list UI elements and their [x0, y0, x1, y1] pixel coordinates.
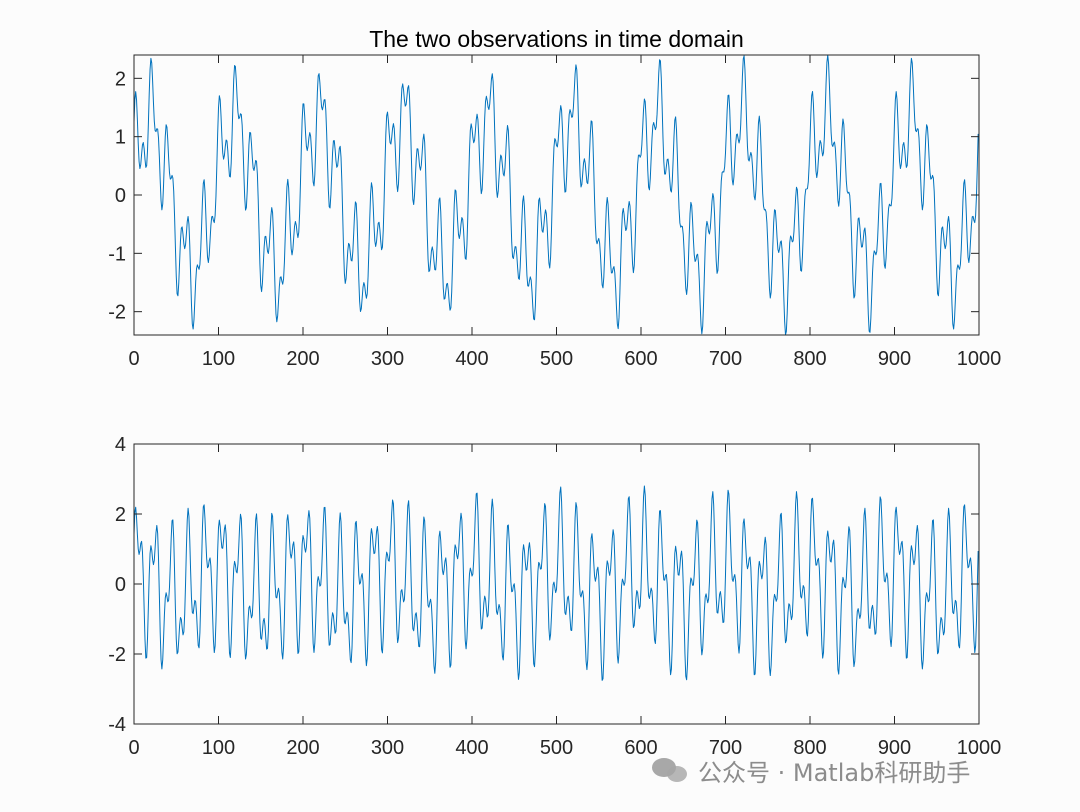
x-tick-label: 1000	[957, 348, 1002, 370]
axes-box-1	[133, 54, 980, 336]
series-line-2	[133, 485, 979, 681]
x-tick-label: 200	[286, 348, 319, 370]
x-tick-label: 200	[286, 737, 319, 759]
y-tick-label: 0	[115, 574, 126, 596]
x-tick-label: 600	[624, 737, 657, 759]
series-line-1	[133, 54, 979, 336]
x-tick-label: 700	[709, 348, 742, 370]
x-tick-label: 500	[540, 348, 573, 370]
x-tick-label: 1000	[957, 737, 1002, 759]
x-tick-label: 600	[624, 348, 657, 370]
watermark: 公众号 · Matlab科研助手	[652, 752, 970, 788]
x-tick-label: 400	[455, 737, 488, 759]
x-tick-label: 500	[540, 737, 573, 759]
x-tick-label: 900	[878, 348, 911, 370]
y-tick-label: -2	[108, 644, 126, 666]
x-tick-label: 900	[878, 737, 911, 759]
x-tick-label: 300	[371, 737, 404, 759]
x-tick-label: 800	[793, 737, 826, 759]
axes-2: 0 100 200 300 400 500 600 700 800 900 1000 -4 -2 0 2 4	[108, 434, 1001, 759]
y-tick-label: 1	[115, 127, 126, 149]
y-tick-label: 0	[115, 185, 126, 207]
y-tick-label: 2	[115, 68, 126, 90]
y-tick-label: -4	[108, 714, 126, 736]
x-tick-label: 300	[371, 348, 404, 370]
wechat-icon	[652, 755, 690, 785]
x-tick-label: 100	[202, 737, 235, 759]
y-tick-label: -1	[108, 243, 126, 265]
axes-1: 0 100 200 300 400 500 600 700 800 900 1000 -2 -1 0 1 2 T…	[108, 26, 1001, 370]
y-tick-label: 2	[115, 504, 126, 526]
chart-title: The two observations in time domain	[369, 26, 744, 52]
watermark-text: 公众号 · Matlab科研助手	[698, 758, 971, 787]
x-tick-label: 700	[709, 737, 742, 759]
y-tick-label: 4	[115, 434, 126, 456]
x-tick-label: 400	[455, 348, 488, 370]
x-tick-label: 0	[128, 737, 139, 759]
x-tick-label: 0	[128, 348, 139, 370]
x-tick-label: 800	[793, 348, 826, 370]
x-tick-label: 100	[202, 348, 235, 370]
y-tick-label: -2	[108, 302, 126, 324]
